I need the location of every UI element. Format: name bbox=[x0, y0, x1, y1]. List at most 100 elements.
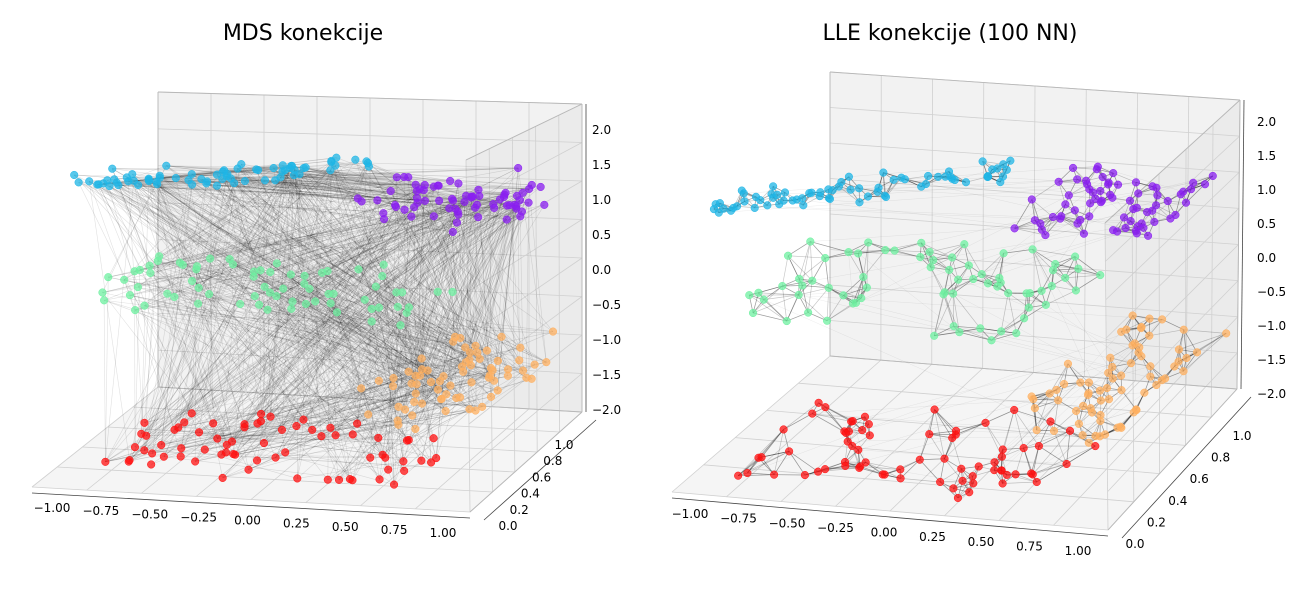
data-point bbox=[1145, 314, 1154, 323]
data-point bbox=[1144, 231, 1153, 240]
z-tick-label: −2.0 bbox=[1257, 387, 1286, 401]
data-point bbox=[1052, 385, 1061, 394]
data-point bbox=[327, 158, 336, 167]
lle-title: LLE konekcije (100 NN) bbox=[823, 21, 1078, 46]
x-tick-label: 0.50 bbox=[332, 520, 359, 534]
data-point bbox=[300, 279, 309, 288]
data-point bbox=[1004, 289, 1013, 298]
data-point bbox=[448, 287, 457, 297]
data-point bbox=[461, 343, 470, 352]
data-point bbox=[461, 358, 470, 367]
data-point bbox=[1071, 286, 1080, 295]
data-point bbox=[279, 284, 288, 293]
data-point bbox=[775, 200, 784, 209]
data-point bbox=[292, 421, 301, 431]
data-point bbox=[1096, 198, 1105, 207]
data-point bbox=[334, 475, 344, 484]
data-point bbox=[857, 294, 866, 303]
data-point bbox=[400, 466, 409, 475]
data-point bbox=[821, 254, 830, 263]
data-point bbox=[253, 419, 262, 428]
data-point bbox=[367, 304, 376, 313]
x-tick-label: −0.25 bbox=[180, 510, 217, 524]
data-point bbox=[145, 261, 154, 270]
data-point bbox=[1171, 210, 1180, 220]
data-point bbox=[203, 177, 212, 186]
data-point bbox=[944, 167, 954, 176]
data-point bbox=[997, 452, 1006, 461]
data-point bbox=[929, 256, 938, 265]
data-point bbox=[1084, 438, 1093, 447]
z-tick-label: 2.0 bbox=[1257, 115, 1276, 129]
data-point bbox=[417, 399, 427, 408]
data-point bbox=[997, 466, 1006, 475]
data-point bbox=[482, 346, 491, 355]
data-point bbox=[1047, 281, 1056, 291]
data-point bbox=[180, 418, 189, 427]
data-point bbox=[751, 192, 761, 201]
data-point bbox=[864, 420, 873, 429]
data-point bbox=[795, 274, 804, 283]
data-point bbox=[360, 295, 369, 304]
data-point bbox=[249, 272, 258, 281]
data-point bbox=[1179, 367, 1188, 376]
data-point bbox=[195, 428, 204, 437]
data-point bbox=[799, 201, 808, 210]
data-point bbox=[814, 398, 823, 407]
data-point bbox=[272, 292, 281, 301]
data-point bbox=[865, 431, 874, 440]
data-point bbox=[174, 423, 183, 432]
data-point bbox=[271, 453, 280, 462]
data-point bbox=[770, 470, 779, 479]
data-point bbox=[390, 480, 399, 489]
data-point bbox=[178, 260, 187, 269]
data-point bbox=[120, 275, 129, 284]
data-point bbox=[404, 173, 413, 182]
data-point bbox=[988, 165, 997, 174]
data-point bbox=[260, 282, 269, 291]
data-point bbox=[1181, 198, 1191, 207]
data-point bbox=[441, 407, 450, 416]
data-point bbox=[1010, 405, 1019, 415]
data-point bbox=[993, 282, 1002, 291]
data-point bbox=[854, 445, 863, 454]
data-point bbox=[1106, 353, 1115, 362]
data-point bbox=[125, 456, 134, 465]
data-point bbox=[386, 186, 395, 196]
data-point bbox=[1076, 378, 1085, 387]
z-tick-label: 0.5 bbox=[592, 228, 611, 242]
data-point bbox=[1088, 188, 1098, 197]
data-point bbox=[1079, 229, 1088, 238]
data-point bbox=[1037, 286, 1046, 295]
data-point bbox=[987, 336, 996, 345]
data-point bbox=[407, 212, 416, 221]
data-point bbox=[1179, 325, 1188, 334]
data-point bbox=[1128, 341, 1137, 350]
data-point bbox=[779, 425, 788, 434]
x-tick-label: −0.50 bbox=[769, 516, 806, 530]
data-point bbox=[486, 392, 496, 401]
data-point bbox=[308, 425, 317, 434]
data-point bbox=[847, 417, 856, 426]
data-point bbox=[493, 356, 502, 365]
data-point bbox=[926, 263, 935, 272]
data-point bbox=[864, 238, 873, 247]
data-point bbox=[995, 273, 1004, 282]
data-point bbox=[1116, 422, 1125, 431]
data-point bbox=[1129, 408, 1138, 417]
data-point bbox=[448, 227, 457, 237]
data-point bbox=[969, 479, 978, 488]
data-point bbox=[326, 299, 335, 308]
data-point bbox=[393, 416, 402, 425]
data-point bbox=[74, 178, 83, 187]
data-point bbox=[948, 253, 957, 262]
data-point bbox=[514, 163, 523, 173]
data-point bbox=[726, 206, 736, 215]
y-tick-label: 1.0 bbox=[554, 438, 573, 452]
data-point bbox=[1093, 162, 1102, 171]
data-point bbox=[231, 450, 240, 459]
data-point bbox=[1012, 329, 1021, 338]
data-point bbox=[392, 288, 401, 297]
data-point bbox=[1006, 156, 1015, 165]
data-point bbox=[257, 409, 266, 418]
